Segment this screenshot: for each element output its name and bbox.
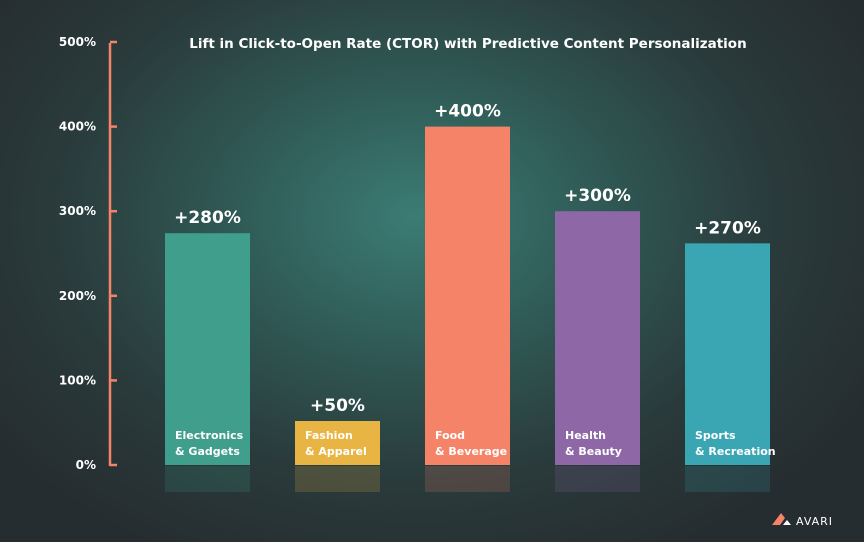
brand-logo: AVARI <box>772 513 833 528</box>
avari-logo-icon <box>772 513 785 525</box>
bar-category-label: Food <box>435 429 465 442</box>
avari-logo-mark <box>783 520 791 525</box>
bar-value-label: +280% <box>174 208 241 228</box>
bar <box>165 233 250 465</box>
bar-value-label: +50% <box>310 396 365 416</box>
bar <box>555 211 640 465</box>
y-tick-label: 300% <box>59 204 96 218</box>
bar-category-label: Health <box>565 429 606 442</box>
y-tick-label: 0% <box>76 458 96 472</box>
bar-category-label: & Beauty <box>565 445 622 458</box>
brand-name: AVARI <box>796 515 833 528</box>
bar-reflection <box>295 466 380 492</box>
y-tick-label: 200% <box>59 289 96 303</box>
bar-value-label: +270% <box>694 218 761 238</box>
bar-reflection <box>165 466 250 492</box>
bar-category-label: Electronics <box>175 429 244 442</box>
y-axis-ticks: 0% 100% 200% 300% 400% 500% <box>59 35 117 472</box>
bar-category-label: & Beverage <box>435 445 507 458</box>
y-tick-label: 500% <box>59 35 96 49</box>
bar-reflection <box>555 466 640 492</box>
y-tick-label: 400% <box>59 120 96 134</box>
bar-category-label: & Apparel <box>305 445 367 458</box>
bars-group: +280% Electronics & Gadgets +50% Fashion & Ap… <box>165 102 776 492</box>
bar-value-label: +300% <box>564 186 631 206</box>
bar <box>295 421 380 465</box>
bar-category-label: Sports <box>695 429 736 442</box>
y-tick-label: 100% <box>59 373 96 387</box>
bar-value-label: +400% <box>434 102 501 122</box>
bar-category-label: & Gadgets <box>175 445 240 458</box>
bar-reflection <box>685 466 770 492</box>
bar-category-label: & Recreation <box>695 445 776 458</box>
bar <box>685 243 770 465</box>
bar-category-label: Fashion <box>305 429 353 442</box>
bar-reflection <box>425 466 510 492</box>
chart-title: Lift in Click-to-Open Rate (CTOR) with P… <box>189 36 746 52</box>
bar <box>425 126 510 465</box>
